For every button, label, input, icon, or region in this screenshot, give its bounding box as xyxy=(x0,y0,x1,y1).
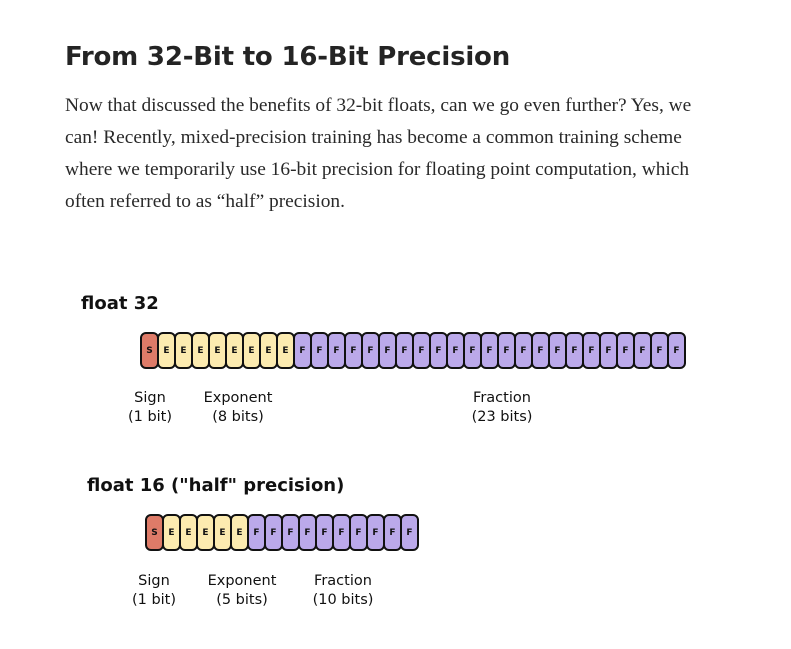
float32-sign-caption: Sign (1 bit) xyxy=(122,389,178,427)
float16-fraction-caption: Fraction (10 bits) xyxy=(303,572,383,610)
float32-fraction-size: (23 bits) xyxy=(471,409,533,425)
float16-sign-caption: Sign (1 bit) xyxy=(126,572,182,610)
float16-fraction-size: (10 bits) xyxy=(312,592,374,608)
article-paragraph: Now that discussed the benefits of 32-bi… xyxy=(65,95,692,212)
float16-label: float 16 ("half" precision) xyxy=(87,475,345,496)
fraction-bit: F xyxy=(315,514,334,551)
exponent-bit: E xyxy=(208,332,227,369)
fraction-bit: F xyxy=(361,332,380,369)
float32-exponent-size: (8 bits) xyxy=(212,409,264,425)
fraction-bit: F xyxy=(400,514,419,551)
float16-sign-name: Sign xyxy=(138,573,170,589)
fraction-bit: F xyxy=(616,332,635,369)
article-title: From 32-Bit to 16-Bit Precision xyxy=(65,42,511,72)
float32-label: float 32 xyxy=(81,293,159,314)
float32-fraction-name: Fraction xyxy=(473,390,531,406)
float16-exponent-caption: Exponent (5 bits) xyxy=(202,572,282,610)
float32-exponent-caption: Exponent (8 bits) xyxy=(198,389,278,427)
float32-exponent-name: Exponent xyxy=(203,390,273,406)
float16-sign-size: (1 bit) xyxy=(131,592,177,608)
float16-exponent-size: (5 bits) xyxy=(216,592,268,608)
sign-bit: S xyxy=(145,514,164,551)
float16-exponent-name: Exponent xyxy=(207,573,277,589)
float16-fraction-name: Fraction xyxy=(314,573,372,589)
float32-sign-name: Sign xyxy=(134,390,166,406)
exponent-bit: E xyxy=(196,514,215,551)
fraction-bit: F xyxy=(667,332,686,369)
exponent-bit: E xyxy=(230,514,249,551)
float32-fraction-caption: Fraction (23 bits) xyxy=(462,389,542,427)
float32-sign-size: (1 bit) xyxy=(127,409,173,425)
